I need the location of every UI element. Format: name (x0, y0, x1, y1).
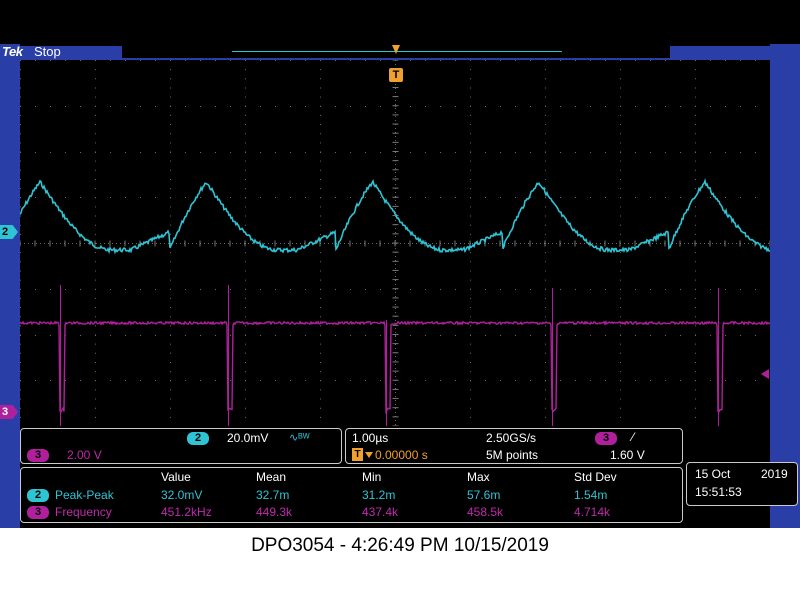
sample-rate: 2.50GS/s (486, 431, 537, 445)
channel-scale-readout[interactable]: 2 20.0mV ∿ᴮᵂ 3 2.00 V (20, 428, 342, 464)
header-max: Max (467, 470, 490, 484)
ch2-ground-marker[interactable]: 2 (0, 225, 18, 239)
acquisition-status: Stop (34, 44, 61, 59)
row-ch2-mean: 32.7m (256, 488, 290, 502)
date-year: 2019 (761, 467, 788, 481)
row-ch3-min: 437.4k (362, 505, 399, 519)
date-time-readout: 15 Oct 2019 15:51:53 (686, 462, 798, 506)
ch2-badge: 2 (187, 432, 209, 445)
brand-logo: Tek (2, 44, 23, 59)
bandwidth-limit-icon: ∿ᴮᵂ (289, 432, 310, 444)
row-ch2-name: Peak-Peak (55, 488, 114, 502)
header-value: Value (161, 470, 191, 484)
row-ch2-min: 31.2m (362, 488, 396, 502)
ch3-scale: 2.00 V (67, 448, 102, 462)
row-ch2-value: 32.0mV (161, 488, 203, 502)
delay-arrow-icon (365, 452, 373, 458)
waveform-graticule (20, 60, 770, 426)
ch3-ground-marker[interactable]: 3 (0, 405, 18, 419)
row-ch2-max: 57.6m (467, 488, 501, 502)
oscilloscope-screen: Tek Stop T 2 3 2 20.0mV ∿ᴮᵂ 3 2.00 V 1.0… (0, 0, 800, 528)
ch2-waveform-trace (20, 178, 770, 255)
trigger-delay: 0.00000 s (375, 448, 428, 462)
trigger-icon: T (352, 448, 363, 461)
record-length: 5M points (486, 448, 539, 462)
header-std-dev: Std Dev (574, 470, 617, 484)
row-ch3-badge: 3 (27, 506, 49, 519)
trigger-marker[interactable]: T (389, 68, 403, 82)
header-min: Min (362, 470, 382, 484)
row-ch2-badge: 2 (27, 489, 49, 502)
measurements-table[interactable]: Value Mean Min Max Std Dev 2 Peak-Peak 3… (20, 467, 683, 523)
date-day-month: 15 Oct (695, 467, 731, 481)
grid-lines (20, 60, 770, 426)
row-ch3-name: Frequency (55, 505, 112, 519)
trigger-position-icon (392, 45, 400, 54)
trigger-level-icon[interactable] (759, 369, 769, 379)
header-mean: Mean (256, 470, 287, 484)
time-of-day: 15:51:53 (695, 485, 742, 499)
waveform-display (20, 60, 770, 426)
row-ch3-mean: 449.3k (256, 505, 293, 519)
trigger-level: 1.60 V (610, 448, 645, 462)
screenshot-caption: DPO3054 - 4:26:49 PM 10/15/2019 (251, 535, 549, 556)
ch3-waveform-trace (20, 320, 770, 415)
trigger-slope-icon: ⁄ (632, 430, 635, 444)
right-frame (770, 44, 800, 528)
left-frame (0, 44, 20, 528)
horizontal-trigger-readout[interactable]: 1.00µs 2.50GS/s 3 ⁄ T 0.00000 s 5M point… (345, 428, 683, 464)
row-ch3-max: 458.5k (467, 505, 504, 519)
trigger-source-badge: 3 (595, 432, 617, 445)
row-ch2-std-dev: 1.54m (574, 488, 608, 502)
time-per-div: 1.00µs (352, 431, 389, 445)
ch2-scale: 20.0mV (227, 431, 269, 445)
row-ch3-value: 451.2kHz (161, 505, 212, 519)
row-ch3-std-dev: 4.714k (574, 505, 611, 519)
ch3-badge: 3 (27, 449, 49, 462)
